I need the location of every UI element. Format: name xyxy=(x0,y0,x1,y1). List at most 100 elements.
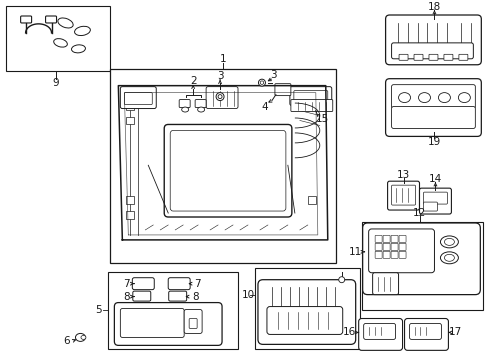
Bar xyxy=(126,211,134,219)
FancyBboxPatch shape xyxy=(398,243,405,250)
Bar xyxy=(110,69,335,263)
FancyBboxPatch shape xyxy=(164,125,291,217)
FancyBboxPatch shape xyxy=(458,54,467,60)
FancyBboxPatch shape xyxy=(120,87,156,109)
FancyBboxPatch shape xyxy=(293,91,327,103)
FancyBboxPatch shape xyxy=(391,185,415,205)
FancyBboxPatch shape xyxy=(374,235,381,242)
FancyBboxPatch shape xyxy=(385,15,480,65)
Bar xyxy=(108,272,238,349)
Ellipse shape xyxy=(54,39,67,47)
Ellipse shape xyxy=(398,93,410,103)
FancyBboxPatch shape xyxy=(391,107,474,129)
Bar xyxy=(126,196,134,204)
Ellipse shape xyxy=(440,236,457,248)
Bar xyxy=(307,196,315,204)
Text: 18: 18 xyxy=(427,2,440,12)
Bar xyxy=(254,268,359,349)
Ellipse shape xyxy=(75,333,85,341)
Text: 8: 8 xyxy=(123,292,129,302)
FancyBboxPatch shape xyxy=(274,84,290,96)
Ellipse shape xyxy=(440,252,457,264)
Text: 8: 8 xyxy=(191,292,198,302)
FancyBboxPatch shape xyxy=(168,291,186,301)
Bar xyxy=(361,222,482,310)
FancyBboxPatch shape xyxy=(398,235,405,242)
Text: 6: 6 xyxy=(63,336,70,346)
FancyBboxPatch shape xyxy=(398,54,407,60)
Ellipse shape xyxy=(71,45,85,53)
FancyBboxPatch shape xyxy=(45,16,57,23)
Text: 7: 7 xyxy=(193,279,200,289)
FancyBboxPatch shape xyxy=(120,309,184,337)
Text: 13: 13 xyxy=(396,170,409,180)
FancyBboxPatch shape xyxy=(20,16,32,23)
Text: 2: 2 xyxy=(189,76,196,86)
Ellipse shape xyxy=(260,81,263,84)
FancyBboxPatch shape xyxy=(179,100,190,108)
Text: 9: 9 xyxy=(52,78,59,88)
FancyBboxPatch shape xyxy=(363,324,395,339)
FancyBboxPatch shape xyxy=(382,243,389,250)
Text: 11: 11 xyxy=(348,247,362,257)
Ellipse shape xyxy=(74,26,90,36)
Ellipse shape xyxy=(197,107,204,112)
FancyBboxPatch shape xyxy=(443,54,452,60)
FancyBboxPatch shape xyxy=(398,251,405,258)
FancyBboxPatch shape xyxy=(374,251,381,258)
FancyBboxPatch shape xyxy=(382,251,389,258)
Text: 3: 3 xyxy=(270,70,277,80)
Text: 15: 15 xyxy=(316,114,329,125)
Ellipse shape xyxy=(218,95,222,99)
Bar xyxy=(126,117,134,125)
FancyBboxPatch shape xyxy=(387,181,419,210)
Ellipse shape xyxy=(438,93,449,103)
Text: 4: 4 xyxy=(261,102,268,112)
Ellipse shape xyxy=(444,254,453,261)
FancyBboxPatch shape xyxy=(390,251,397,258)
Text: 14: 14 xyxy=(428,174,441,184)
Text: 5: 5 xyxy=(95,305,102,315)
Text: 1: 1 xyxy=(219,54,226,64)
Text: 7: 7 xyxy=(123,279,129,289)
FancyBboxPatch shape xyxy=(391,85,474,109)
FancyBboxPatch shape xyxy=(391,43,472,59)
FancyBboxPatch shape xyxy=(368,229,433,273)
FancyBboxPatch shape xyxy=(132,278,154,290)
Ellipse shape xyxy=(182,107,188,112)
FancyBboxPatch shape xyxy=(133,291,150,301)
FancyBboxPatch shape xyxy=(184,310,202,333)
FancyBboxPatch shape xyxy=(168,278,190,290)
FancyBboxPatch shape xyxy=(258,280,355,345)
Text: 12: 12 xyxy=(412,208,425,218)
FancyBboxPatch shape xyxy=(413,54,422,60)
Text: 16: 16 xyxy=(343,328,356,337)
Ellipse shape xyxy=(58,18,73,28)
FancyBboxPatch shape xyxy=(290,100,332,112)
Ellipse shape xyxy=(216,93,224,100)
FancyBboxPatch shape xyxy=(114,303,222,345)
FancyBboxPatch shape xyxy=(266,307,342,334)
FancyBboxPatch shape xyxy=(390,243,397,250)
FancyBboxPatch shape xyxy=(390,235,397,242)
FancyBboxPatch shape xyxy=(195,100,205,108)
Text: 3: 3 xyxy=(216,71,223,81)
FancyBboxPatch shape xyxy=(170,130,285,211)
FancyBboxPatch shape xyxy=(374,243,381,250)
Bar xyxy=(126,102,134,109)
Ellipse shape xyxy=(418,93,429,103)
FancyBboxPatch shape xyxy=(124,93,152,104)
FancyBboxPatch shape xyxy=(408,324,441,339)
FancyBboxPatch shape xyxy=(372,273,398,294)
FancyBboxPatch shape xyxy=(404,319,447,350)
FancyBboxPatch shape xyxy=(419,188,450,214)
Ellipse shape xyxy=(444,238,453,246)
Text: 10: 10 xyxy=(241,290,254,300)
FancyBboxPatch shape xyxy=(382,235,389,242)
Ellipse shape xyxy=(81,336,86,339)
Bar xyxy=(307,102,315,109)
FancyBboxPatch shape xyxy=(358,319,402,350)
FancyBboxPatch shape xyxy=(189,319,197,328)
FancyBboxPatch shape xyxy=(289,87,331,105)
FancyBboxPatch shape xyxy=(423,202,437,211)
